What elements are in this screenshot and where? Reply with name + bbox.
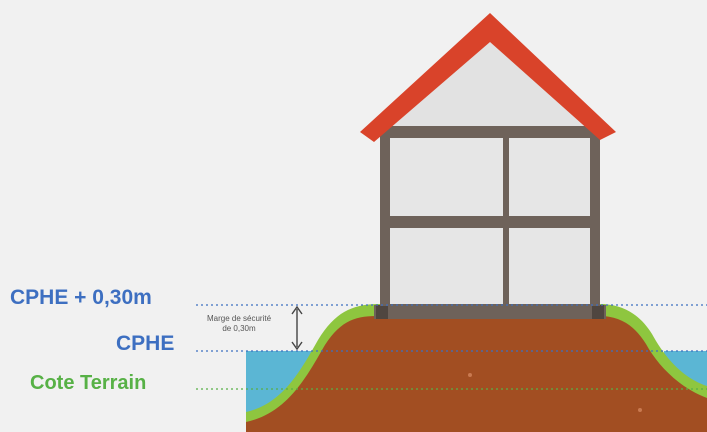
house-gable	[382, 34, 598, 128]
ground-mound	[246, 316, 707, 432]
safety-margin-line2: de 0,30m	[222, 324, 256, 333]
foundation-block-right	[592, 305, 604, 319]
soil-speck	[468, 373, 472, 377]
house-foundation	[374, 305, 606, 319]
cphe-label: CPHE	[116, 332, 175, 355]
window-pane-bottom-left	[390, 228, 503, 304]
soil-speck	[638, 408, 642, 412]
window-pane-bottom-right	[509, 228, 590, 304]
safety-margin-line1: Marge de sécurité	[206, 314, 272, 323]
window-pane-top-left	[390, 138, 503, 216]
foundation-block-left	[376, 305, 388, 319]
cote-terrain-label: Cote Terrain	[30, 372, 147, 394]
margin-dimension-arrow	[291, 305, 303, 351]
window-pane-top-right	[509, 138, 590, 216]
cphe-plus-label: CPHE + 0,30m	[10, 286, 152, 309]
safety-margin-note: Marge de sécurité de 0,30m	[200, 314, 278, 334]
house-roof	[360, 13, 616, 142]
